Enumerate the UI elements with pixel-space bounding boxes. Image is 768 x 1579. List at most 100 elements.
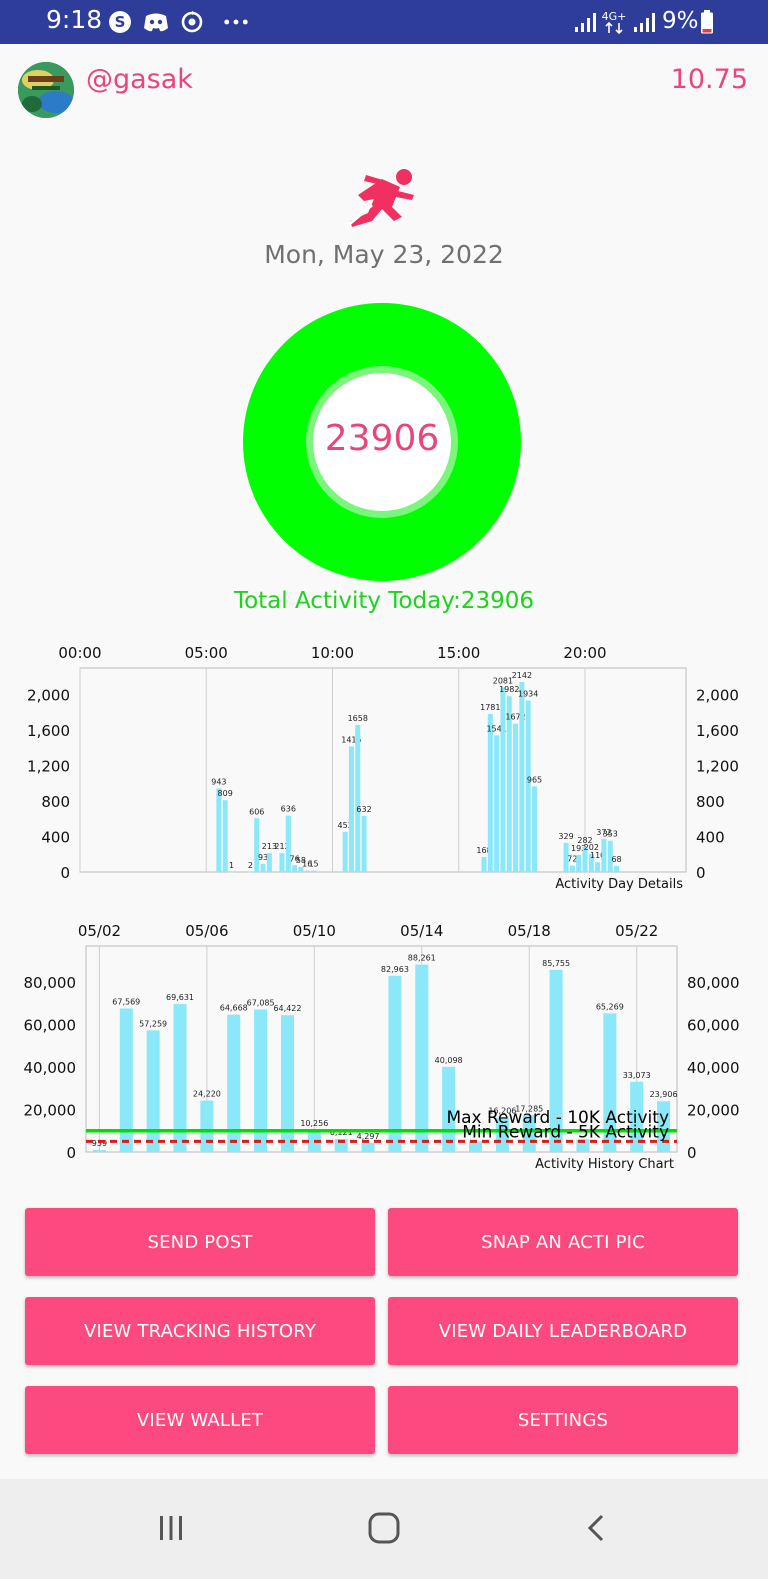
y-tick-label-left: 80,000 [24, 974, 77, 992]
bar-value-label: 1415 [341, 735, 361, 744]
x-tick-label: 05/02 [78, 922, 121, 940]
signal-icon [573, 9, 599, 35]
x-tick-label: 05/10 [293, 922, 336, 940]
y-tick-label-left: 400 [41, 829, 70, 847]
bar-value-label: 65,269 [596, 1002, 624, 1011]
bar-value-label: 1658 [348, 714, 368, 723]
bar [500, 687, 506, 872]
bar [355, 724, 361, 872]
battery-icon [699, 9, 715, 35]
step-count: 23906 [324, 418, 440, 459]
x-tick-label: 00:00 [58, 644, 101, 662]
bar-value-label: 1934 [518, 689, 538, 698]
bar [222, 800, 228, 872]
y-tick-label-right: 2,000 [696, 687, 739, 705]
bar-value-label: 372 [596, 828, 611, 837]
bar-value-label: 88,261 [408, 954, 436, 963]
username[interactable]: @gasak [86, 64, 193, 95]
bar [513, 723, 519, 872]
bar-value-label: 24,220 [193, 1090, 221, 1099]
bar [525, 700, 531, 872]
chart-title: Activity Day Details [555, 877, 683, 892]
bar-value-label: 64,422 [273, 1004, 301, 1013]
bar-value-label: 282 [577, 836, 592, 845]
bar [487, 714, 493, 872]
reference-line-label: Min Reward - 5K Activity [462, 1122, 669, 1142]
bar-value-label: 76 [290, 854, 300, 863]
s-app-icon: S [107, 9, 133, 35]
bar [298, 866, 304, 872]
recent-apps-icon[interactable] [146, 1503, 196, 1553]
bar [481, 857, 487, 872]
history-chart-svg: 05/02 05/06 05/10 05/14 05/18 05/22 0 0 20,000 20… [24, 922, 740, 1172]
bar [146, 1030, 160, 1152]
bar-value-label: 72 [567, 855, 577, 864]
bar [532, 786, 537, 872]
bar [607, 840, 613, 872]
bar-value-label: 168 [476, 846, 491, 855]
x-tick-label: 15:00 [437, 644, 480, 662]
bar [361, 1142, 375, 1152]
bar-value-label: 943 [211, 777, 226, 786]
bar [119, 1008, 133, 1152]
send-post-button[interactable]: SEND POST [25, 1208, 375, 1276]
bar-value-label: 1781 [480, 703, 500, 712]
bar [279, 853, 285, 872]
bar-value-label: 1982 [499, 685, 519, 694]
status-time: 9:18 [46, 5, 103, 34]
view-tracking-history-button[interactable]: VIEW TRACKING HISTORY [25, 1297, 375, 1365]
svg-text:S: S [115, 13, 126, 31]
bar [576, 854, 582, 872]
bar-value-label: 2 [248, 861, 253, 870]
chart-frame [79, 667, 687, 873]
view-daily-leaderboard-button[interactable]: VIEW DAILY LEADERBOARD [388, 1297, 738, 1365]
back-icon[interactable] [572, 1503, 622, 1553]
bar [495, 1117, 509, 1152]
bar-value-label: 1672 [505, 713, 525, 722]
avatar[interactable] [18, 62, 74, 118]
y-tick-label-right: 60,000 [687, 1017, 740, 1035]
bar-value-label: 110 [590, 851, 605, 860]
bar-value-label: 67,569 [112, 998, 140, 1007]
home-icon[interactable] [359, 1503, 409, 1553]
y-tick-label-right: 0 [687, 1144, 697, 1162]
chart-title: Activity History Chart [535, 1157, 674, 1172]
bar [260, 863, 266, 872]
view-wallet-button[interactable]: VIEW WALLET [25, 1386, 375, 1454]
bar [200, 1100, 214, 1152]
total-activity-label: Total Activity Today:23906 [233, 588, 535, 614]
bar-value-label: 69,631 [166, 993, 194, 1002]
bar-value-label: 33,073 [623, 1071, 651, 1080]
bar [388, 975, 402, 1152]
bar [595, 862, 601, 872]
bar [582, 846, 588, 872]
bar [348, 746, 354, 872]
y-tick-label-left: 60,000 [24, 1017, 77, 1035]
snap-pic-button[interactable]: SNAP AN ACTI PIC [388, 1208, 738, 1276]
bar-value-label: 329 [558, 832, 573, 841]
bar-value-label: 57,259 [139, 1019, 167, 1028]
bar-value-label: 15 [308, 860, 318, 869]
bar [285, 815, 291, 872]
y-tick-label-left: 1,200 [27, 758, 70, 776]
bar [569, 865, 575, 872]
activity-date: Mon, May 23, 2022 [264, 240, 504, 269]
bar-value-label: 4,297 [357, 1132, 380, 1141]
bar-value-label: 68 [611, 855, 621, 864]
y-tick-label-right: 40,000 [687, 1059, 740, 1077]
x-tick-label: 05/18 [508, 922, 551, 940]
bar-value-label: 636 [281, 805, 296, 814]
settings-button[interactable]: SETTINGS [388, 1386, 738, 1454]
bar-value-label: 212 [274, 842, 289, 851]
y-tick-label-left: 2,000 [27, 687, 70, 705]
x-tick-label: 10:00 [311, 644, 354, 662]
bar-value-label: 67,085 [247, 999, 275, 1008]
y-tick-label-left: 1,600 [27, 722, 70, 740]
bar [588, 854, 594, 872]
bar [342, 831, 348, 872]
bar-value-label: 1 [229, 861, 234, 870]
bar [304, 870, 310, 872]
bar-value-label: 93 [258, 853, 268, 862]
bar [227, 1014, 241, 1152]
history-chart: 05/02 05/06 05/10 05/14 05/18 05/22 0 0 20,000 20… [0, 908, 768, 1176]
